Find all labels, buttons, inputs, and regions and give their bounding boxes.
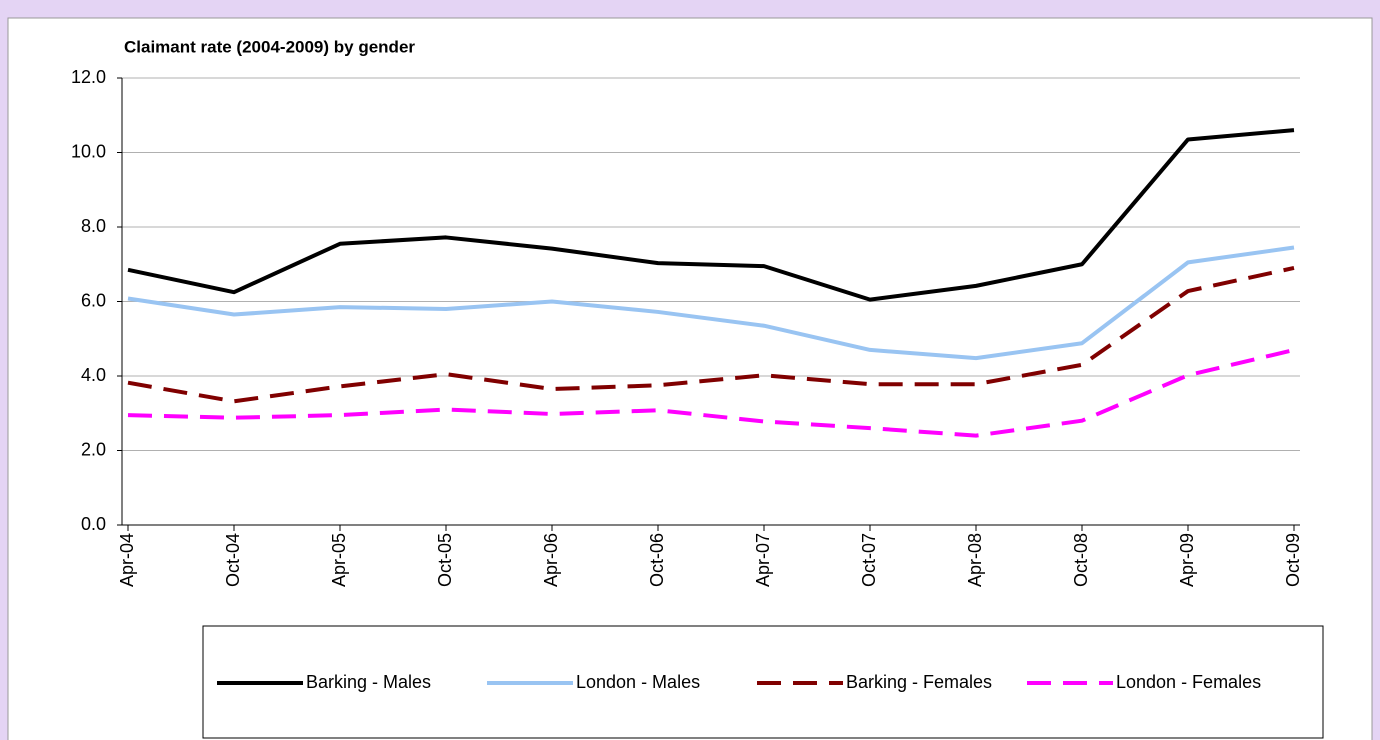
x-tick-label: Oct-06 [647,533,667,587]
chart-panel [7,17,1373,740]
x-tick-label: Oct-08 [1071,533,1091,587]
y-tick-label: 6.0 [81,290,106,310]
x-tick-label: Oct-09 [1283,533,1303,587]
legend-label: Barking - Females [846,672,992,692]
y-tick-label: 4.0 [81,365,106,385]
y-tick-label: 0.0 [81,514,106,534]
x-tick-label: Oct-07 [859,533,879,587]
y-tick-label: 2.0 [81,439,106,459]
x-tick-label: Apr-07 [753,533,773,587]
series-line [127,245,1295,361]
x-tick-label: Apr-09 [1177,533,1197,587]
series-line [127,347,1295,438]
y-tick-label: 10.0 [71,141,106,161]
x-tick-label: Apr-06 [541,533,561,587]
y-tick-label: 8.0 [81,216,106,236]
x-tick-label: Oct-05 [435,533,455,587]
x-tick-label: Apr-05 [329,533,349,587]
x-tick-label: Oct-04 [223,533,243,587]
legend-label: Barking - Males [306,672,431,692]
y-tick-label: 12.0 [71,67,106,87]
x-tick-label: Apr-04 [117,533,137,587]
series-line [127,266,1295,404]
chart-title: Claimant rate (2004-2009) by gender [124,37,415,56]
series-line [127,128,1295,302]
x-tick-label: Apr-08 [965,533,985,587]
legend-label: London - Females [1116,672,1261,692]
legend-label: London - Males [576,672,700,692]
